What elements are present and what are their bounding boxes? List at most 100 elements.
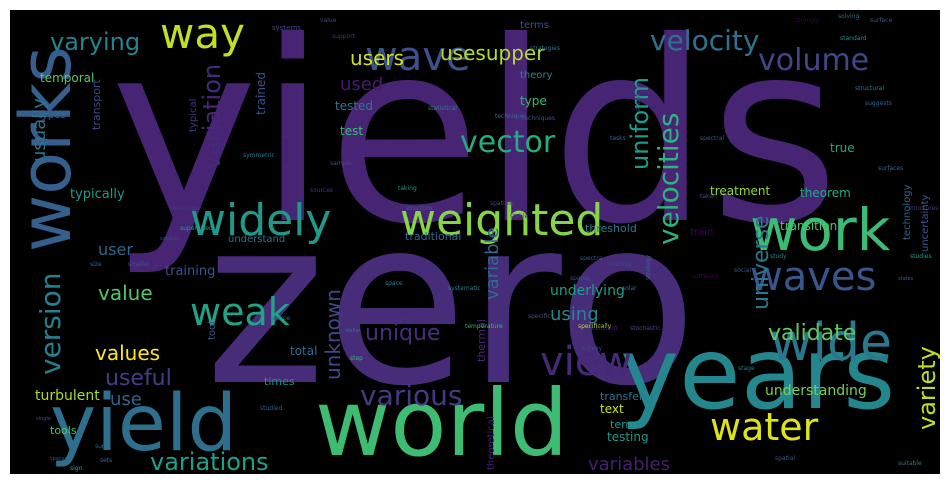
word-understand: understand [228,234,285,245]
word-unique: unique [365,321,440,346]
word-tasks: tasks [610,135,626,142]
word-support: support [332,33,356,40]
word-standard: standard [840,35,867,42]
word-terms: terms [520,20,549,31]
word-stellar: stellar [345,328,361,334]
word-space: space [385,280,403,287]
word-varying: varying [50,28,140,56]
word-source: source [270,315,290,322]
word-supervised: supervised [180,225,213,232]
word-sources: sources [310,187,333,194]
word-variables: variables [588,454,670,474]
word-stability: stability [608,261,632,268]
word-underlying: underlying [550,283,625,299]
word-solving: solving [838,13,859,20]
word-theorem: theorem [800,186,851,200]
word-statistical: statistical [428,105,457,112]
word-sign: sign [70,465,83,472]
word-telescope: telescope [170,205,199,212]
word-traditional: traditional [405,230,461,243]
word-suitable: suitable [898,460,922,467]
word-types: types [38,110,66,121]
word-true: true [830,141,855,155]
word-water: water [710,405,819,449]
word-typically: typically [70,187,125,202]
word-single: single [36,416,51,422]
word-strategies: strategies [530,45,560,52]
word-uncertainty: uncertainty [920,194,931,252]
word-total: total [290,344,317,358]
word-step: step [350,355,363,362]
word-spatial: spatial [775,455,795,462]
word-uniform: uniform [626,77,654,170]
word-understanding: understanding [765,383,867,399]
word-sample: sample [330,160,352,167]
word-study: study [770,253,787,260]
word-variations: variations [150,448,269,474]
word-systems: systems [272,24,301,32]
word-users: users [350,46,404,70]
word-turbulent: turbulent [35,388,100,404]
word-survey: survey [582,345,603,352]
word-variable: variable [482,227,503,300]
word-velocity: velocity [650,24,759,57]
word-taking: taking [398,185,417,192]
word-tools: tools [50,424,77,437]
word-technique: technique [495,113,525,120]
word-specific: specific [528,313,551,320]
word-studied: studied [260,405,282,412]
word-use: use [110,389,142,410]
word-thermal: thermal [475,319,488,362]
word-structures: structures [908,205,938,212]
word-tool: tool [207,321,218,340]
word-sets: sets [100,457,112,464]
word-studies: studies [910,253,932,260]
word-universe: universe [749,215,774,310]
word-structural: structural [855,85,884,92]
word-usually: usually [29,98,50,162]
word-term: term [610,418,636,431]
word-type: type [520,94,547,108]
word-systematic: systematic [448,285,481,292]
word-spectra: spectra [580,255,603,262]
word-spaces: spaces [50,456,68,462]
word-suggests: suggests [865,100,892,107]
word-widely: widely [190,195,331,246]
word-stable: stable [510,213,529,220]
word-works: works [10,46,87,252]
word-years: years [620,315,895,432]
word-stochastic: stochastic [630,325,660,332]
word-threshold: threshold [585,222,637,235]
word-target: target [390,315,409,322]
word-volume: volume [758,43,869,78]
word-zero: zero [205,170,697,437]
word-solution: solution [160,236,180,242]
word-social: social [734,267,751,274]
word-way: way [160,10,245,58]
word-states: states [898,276,914,282]
word-software: software [692,273,718,280]
word-typical: typical [188,99,199,132]
word-taken: taken [700,193,717,200]
word-transfer: transfer [600,390,644,403]
word-yields: yields [110,10,840,279]
word-view: view [540,339,632,385]
word-wave: wave [365,34,471,80]
word-suggest: suggest [283,138,290,162]
word-stage: stage [738,365,755,372]
word-specifically: specifically [578,323,612,330]
word-transition: transition [780,219,837,233]
word-strongly: strongly [795,17,820,24]
word-various: various [360,379,462,412]
word-training: training [165,264,215,279]
word-surfaces: surfaces [878,165,903,172]
word-surface: surface [870,17,892,24]
word-trained: trained [254,72,268,115]
word-velocities: velocities [652,113,685,245]
word-wide: wide [770,313,892,373]
word-size: size [90,261,102,268]
word-world: world [315,370,568,474]
word-unknown: unknown [321,289,345,380]
word-value: value [98,281,153,305]
